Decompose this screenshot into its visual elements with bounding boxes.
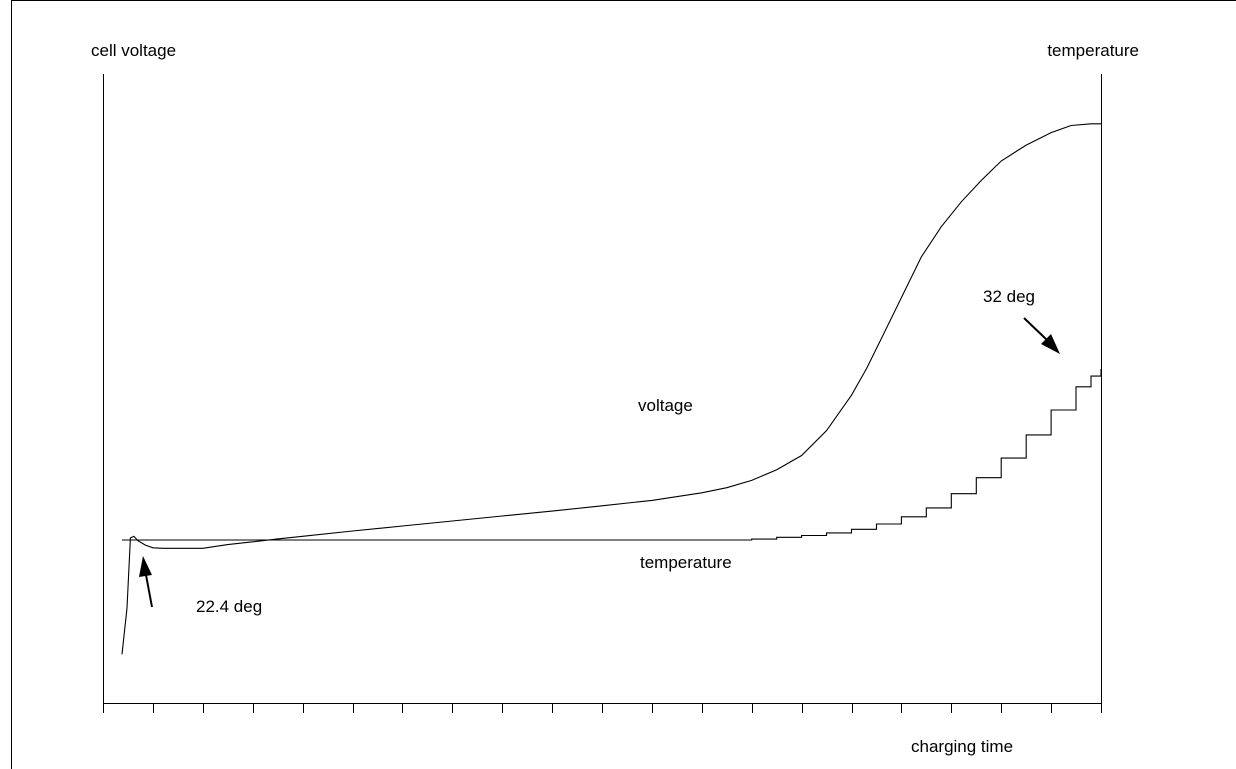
y-left-axis-label: cell voltage	[91, 41, 176, 60]
voltage-series-label: voltage	[638, 396, 693, 415]
start-annotation-arrowhead	[139, 556, 152, 577]
end-annotation-arrow-line	[1023, 317, 1048, 341]
x-axis-label: charging time	[911, 737, 1013, 756]
temperature-series-line	[122, 369, 1102, 541]
end-annotation-label: 32 deg	[983, 287, 1035, 306]
voltage-series-line	[121, 123, 1101, 655]
start-annotation-arrow-line	[145, 574, 153, 608]
start-annotation-label: 22.4 deg	[196, 597, 262, 616]
end-annotation-arrowhead	[1041, 334, 1060, 354]
y-right-axis-label: temperature	[1047, 41, 1139, 60]
x-ticks	[103, 703, 1102, 713]
temperature-series-label: temperature	[640, 553, 732, 572]
